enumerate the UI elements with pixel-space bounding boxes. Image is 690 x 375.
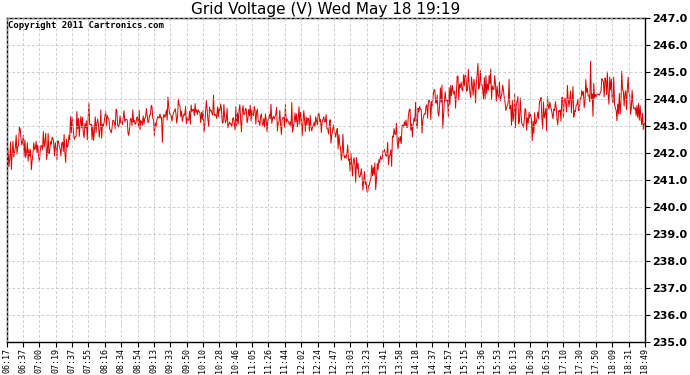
Title: Grid Voltage (V) Wed May 18 19:19: Grid Voltage (V) Wed May 18 19:19: [191, 2, 460, 17]
Text: Copyright 2011 Cartronics.com: Copyright 2011 Cartronics.com: [8, 21, 164, 30]
